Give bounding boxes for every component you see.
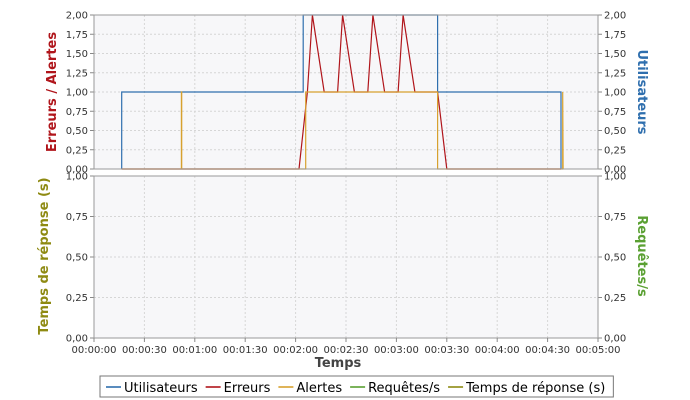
top-ytick-left: 2,00 (66, 11, 88, 22)
top-ytick-left: 1,25 (66, 68, 88, 79)
bottom-xtick-label: 00:01:00 (172, 345, 217, 356)
legend-label-alertes: Alertes (296, 381, 342, 396)
bottom-left-axis-title: Temps de réponse (s) (37, 177, 52, 334)
bottom-ytick-right: 0,50 (604, 253, 626, 264)
top-ytick-left: 1,50 (66, 49, 88, 60)
top-ytick-right: 0,25 (604, 145, 626, 156)
top-frame (93, 14, 599, 170)
top-series-alertes (121, 91, 564, 170)
bottom-xtick-label: 00:04:30 (525, 345, 570, 356)
bottom-xtick-label: 00:00:30 (122, 345, 167, 356)
top-ytick-right: 2,00 (604, 11, 626, 22)
top-left-axis-title: Erreurs / Alertes (45, 32, 60, 152)
legend-label-erreurs: Erreurs (224, 381, 271, 396)
legend-label-requ-tes-s: Requêtes/s (368, 381, 440, 396)
bottom-xtick-label: 00:05:00 (576, 345, 621, 356)
top-ytick-right: 0,75 (604, 107, 626, 118)
top-ytick-left: 0,00 (66, 165, 88, 176)
bottom-ytick-left: 0,75 (66, 212, 88, 223)
bottom-ytick-left: 0,25 (66, 293, 88, 304)
bottom-xtick-label: 00:03:30 (424, 345, 469, 356)
top-ytick-left: 0,75 (66, 107, 88, 118)
top-ytick-left: 1,75 (66, 30, 88, 41)
bottom-ytick-right: 1,00 (604, 172, 626, 183)
bottom-panel: 0,00 0,00 0,25 0,25 0,50 0,50 0,75 0,75 1,00 1,00… (66, 172, 627, 357)
top-panel: 0,00 0,00 0,25 0,25 0,50 0,50 0,75 0,75 1,00 1,00… (66, 11, 627, 176)
bottom-ytick-left: 0,00 (66, 334, 88, 345)
legend: Utilisateurs Erreurs Alertes Requêtes/s Temp… (99, 375, 614, 398)
x-axis-title: Temps (315, 356, 362, 371)
top-right-axis-title: Utilisateurs (634, 49, 649, 134)
top-ytick-right: 0,50 (604, 126, 626, 137)
bottom-xtick-label: 00:04:00 (475, 345, 520, 356)
bottom-ytick-left: 0,50 (66, 253, 88, 264)
top-ytick-right: 1,25 (604, 68, 626, 79)
bottom-ytick-right: 0,00 (604, 334, 626, 345)
bottom-xtick-label: 00:02:00 (273, 345, 318, 356)
bottom-xtick-label: 00:03:00 (374, 345, 419, 356)
bottom-ytick-left: 1,00 (66, 172, 88, 183)
top-ytick-right: 1,00 (604, 88, 626, 99)
top-ytick-left: 0,25 (66, 145, 88, 156)
bottom-ytick-right: 0,75 (604, 212, 626, 223)
legend-label-temps-de-r-ponse-s-: Temps de réponse (s) (465, 381, 605, 396)
legend-label-utilisateurs: Utilisateurs (124, 381, 198, 396)
top-ytick-left: 1,00 (66, 88, 88, 99)
bottom-right-axis-title: Requêtes/s (634, 215, 649, 297)
top-ytick-right: 0,00 (604, 165, 626, 176)
top-ytick-left: 0,50 (66, 126, 88, 137)
bottom-xtick-label: 00:02:30 (324, 345, 369, 356)
bottom-xtick-label: 00:01:30 (223, 345, 268, 356)
top-ytick-right: 1,75 (604, 30, 626, 41)
bottom-ytick-right: 0,25 (604, 293, 626, 304)
bottom-xtick-label: 00:00:00 (72, 345, 117, 356)
top-ytick-right: 1,50 (604, 49, 626, 60)
